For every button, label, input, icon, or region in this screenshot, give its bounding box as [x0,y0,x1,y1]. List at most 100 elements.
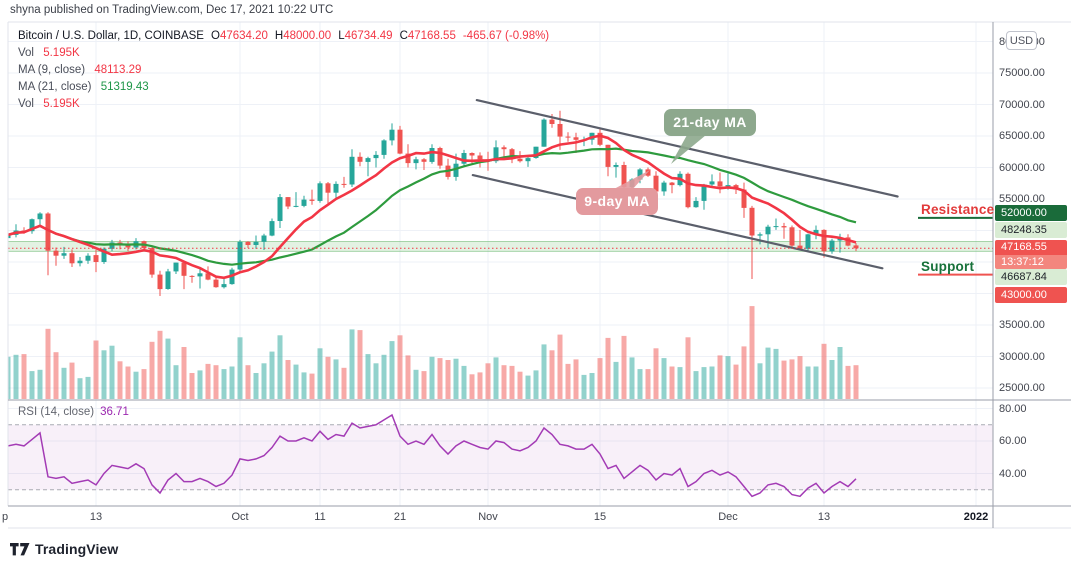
candle-body [709,181,715,185]
volume-bar [221,369,227,399]
volume-bar [133,371,139,399]
rsi-line [8,413,857,498]
volume-bar [21,354,27,399]
rsi-layer [8,413,857,498]
candle-body [325,183,331,193]
volume-bar [389,341,395,399]
volume-bar [253,373,259,399]
candle-body [381,140,387,155]
volume-bar [197,370,203,399]
volume-bar [37,369,43,400]
volume-bar [61,367,67,399]
candle-body [317,183,323,201]
ma9-line [8,134,857,280]
candle-body [461,153,467,164]
chart-legend: Bitcoin / U.S. Dollar, 1D, COINBASE O4763… [18,28,549,113]
candle-body [293,205,299,207]
volume-bar [301,372,307,399]
volume-bar [405,355,411,399]
time-axis-label: Nov [478,511,498,523]
volume-bar [341,367,347,399]
volume-bar [397,335,403,399]
tradingview-logo[interactable]: TradingView [10,541,118,557]
price-axis-label: 70000.00 [999,99,1045,111]
open-value: 47634.20 [219,30,268,42]
tradingview-logo-icon [10,542,30,555]
volume-bar [181,347,187,399]
candle-body [517,158,523,162]
volume-bar [565,363,571,399]
volume-bar [741,346,747,399]
volume-bar [765,347,771,399]
volume-bar [509,365,515,399]
rsi-axis-label: 60.00 [999,435,1027,447]
volume-bar [461,365,467,399]
price-axis-label: 30000.00 [999,351,1045,363]
volume-bar [429,356,435,400]
candle-body [421,159,427,162]
candle-body [637,169,643,180]
volume-bar [557,334,563,399]
candle-body [101,248,107,262]
volume-bar [661,358,667,399]
candle-body [221,284,227,288]
rsi-band [8,424,993,490]
volume-bar [653,348,659,399]
volume-bar [493,357,499,399]
high-value: 48000.00 [283,30,332,42]
candle-body [669,182,675,186]
volume-bar [517,371,523,399]
volume-bar [237,337,243,400]
volume-bar [549,350,555,400]
volume-bar [533,370,539,399]
volume-bar [733,364,739,399]
high-label: H [274,30,284,42]
volume-bar [589,373,595,399]
candle-body [77,260,83,264]
candle-body [85,255,91,261]
candle-body [365,158,371,162]
volume-bar [821,343,827,400]
symbol-ohlc-row: Bitcoin / U.S. Dollar, 1D, COINBASE O4763… [18,28,549,45]
volume-bar [485,363,491,400]
candle-body [653,175,659,192]
currency-usd-button[interactable]: USD [1006,31,1037,50]
volume-bar [93,340,99,399]
candle-body [397,129,403,154]
candle-body [781,226,787,228]
volume-bar [373,363,379,400]
volume-bar [781,360,787,399]
volume2-label: Vol [18,98,34,110]
volume-bar [285,360,291,399]
time-axis-label: Oct [231,511,249,523]
candle-body [549,119,555,124]
symbol-title: Bitcoin / U.S. Dollar, 1D, COINBASE [18,30,204,42]
volume-bar [117,361,123,399]
volume-bar [29,371,35,399]
candle-body [333,183,339,193]
open-label: O [210,30,220,42]
volume-bar [469,374,475,399]
grid-layer [8,22,993,506]
candle-body [205,273,211,280]
volume-bar [69,362,75,399]
ma-layer [8,134,857,280]
candle-body [277,197,283,221]
candle-body [757,234,763,236]
volume2-value: 5.195K [43,98,80,110]
candle-body [797,245,803,249]
volume-bar [541,344,547,399]
candle-body [341,183,347,185]
candle-body [645,169,651,176]
volume-bar [333,359,339,399]
candle-body [493,147,499,162]
candle-body [69,253,75,264]
volume-bar [317,348,323,399]
candle-body [509,149,515,159]
ma9-callout-tail [612,170,650,190]
resistance-price-badge: 52000.00 [995,205,1067,221]
volume-bar [829,360,835,399]
zone-bottom-price-badge: 46687.84 [995,269,1067,285]
volume-bar [125,366,131,399]
